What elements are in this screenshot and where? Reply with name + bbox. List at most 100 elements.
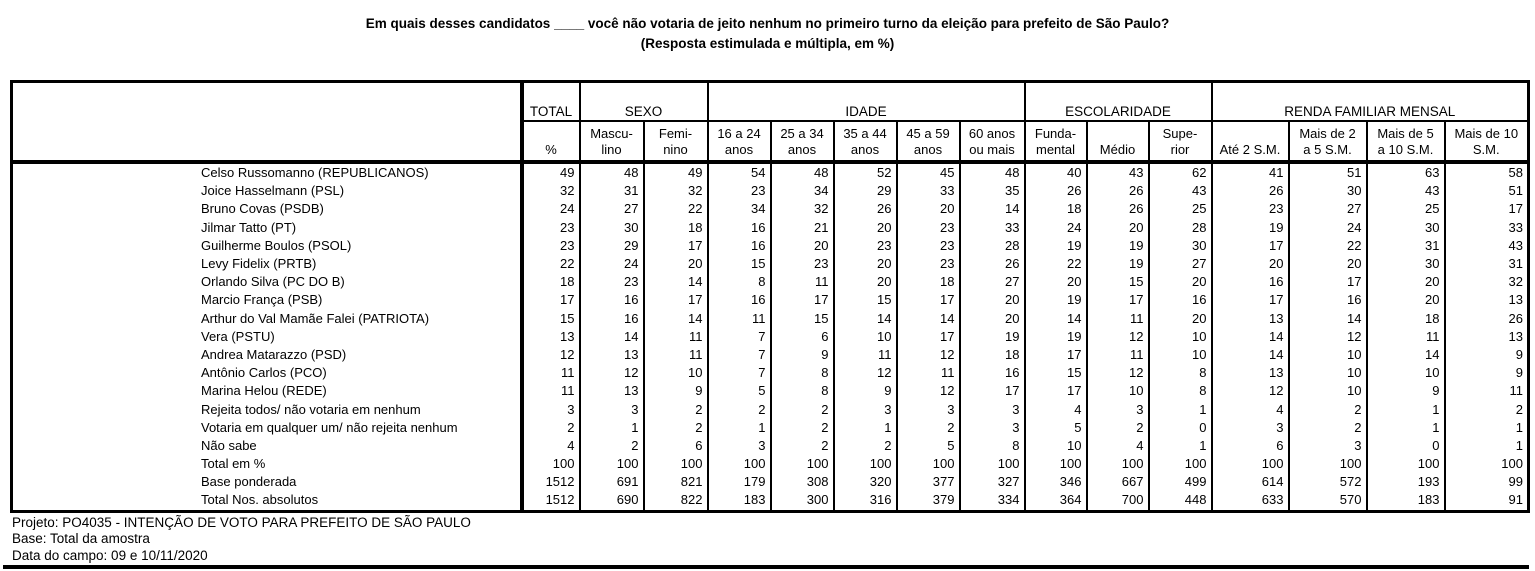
corner-cell [11, 81, 524, 164]
value-cell: 19 [958, 327, 1025, 346]
column-header: Femi- nino [642, 121, 708, 164]
column-header: Mais de 2 a 5 S.M. [1287, 121, 1367, 164]
value-cell: 3 [706, 436, 771, 455]
value-cell: 20 [895, 200, 960, 219]
column-header: 60 anos ou mais [958, 121, 1025, 164]
value-cell: 23 [769, 254, 834, 274]
row-label: Vera (PSTU) [11, 327, 524, 346]
value-cell: 34 [769, 182, 834, 201]
value-cell: 20 [832, 254, 897, 274]
value-cell: 32 [769, 200, 834, 219]
value-cell: 20 [1085, 218, 1149, 237]
table-row: Vera (PSTU) 13 14 11 7 6 10 17 19 19 12 10 14 12 11 13 [11, 327, 1529, 346]
value-cell: 49 [520, 162, 580, 183]
value-cell: 99 [1443, 473, 1529, 492]
table-row: Marcio França (PSB) 17 16 17 16 17 15 17 20 19 17 1… [11, 291, 1529, 310]
footer-date-line: Data do campo: 09 e 10/11/2020 [12, 547, 208, 563]
table-row: Bruno Covas (PSDB) 24 27 22 34 32 26 20 14 18 26 25… [11, 200, 1529, 219]
value-cell: 21 [769, 218, 834, 237]
row-label: Votaria em qualquer um/ não rejeita nenh… [11, 418, 524, 437]
value-cell: 10 [1287, 345, 1367, 365]
value-cell: 24 [578, 254, 644, 274]
value-cell: 23 [895, 236, 960, 255]
page-subtitle: (Resposta estimulada e múltipla, em %) [640, 36, 895, 51]
value-cell: 23 [706, 182, 771, 201]
value-cell: 11 [1085, 309, 1149, 328]
value-cell: 43 [1085, 162, 1149, 183]
value-cell: 15 [1085, 273, 1149, 292]
table-row: Não sabe 4 2 6 3 2 2 5 8 10 4 1 6 3 0 1 [11, 436, 1529, 455]
value-cell: 52 [832, 162, 897, 183]
value-cell: 20 [958, 291, 1025, 310]
value-cell: 11 [642, 345, 708, 365]
value-cell: 40 [1023, 162, 1087, 183]
value-cell: 17 [895, 327, 960, 346]
value-cell: 13 [578, 382, 644, 401]
value-cell: 20 [1365, 291, 1445, 310]
value-cell: 8 [958, 436, 1025, 455]
value-cell: 18 [1023, 200, 1087, 219]
value-cell: 179 [706, 473, 771, 492]
value-cell: 30 [1365, 218, 1445, 237]
value-cell: 12 [1085, 327, 1149, 346]
table-row: Joice Hasselmann (PSL) 32 31 32 23 34 29 33 35 26… [11, 182, 1529, 201]
value-cell: 7 [706, 345, 771, 365]
row-label: Marina Helou (REDE) [11, 382, 524, 401]
value-cell: 49 [642, 162, 708, 183]
value-cell: 18 [520, 273, 580, 292]
value-cell: 19 [1023, 327, 1087, 346]
value-cell: 30 [1287, 182, 1367, 201]
value-cell: 10 [1023, 436, 1087, 455]
value-cell: 23 [1210, 200, 1289, 219]
footer-base-line: Base: Total da amostra [12, 531, 150, 547]
value-cell: 23 [832, 236, 897, 255]
value-cell: 100 [1210, 455, 1289, 474]
value-cell: 43 [1365, 182, 1445, 201]
value-cell: 100 [642, 455, 708, 474]
value-cell: 32 [1443, 273, 1529, 292]
row-label: Guilherme Boulos (PSOL) [11, 236, 524, 255]
value-cell: 9 [642, 382, 708, 401]
value-cell: 3 [1085, 400, 1149, 419]
value-cell: 12 [1085, 364, 1149, 383]
table-row: Marina Helou (REDE) 11 13 9 5 8 9 12 17 17 10 8 12 10… [11, 382, 1529, 401]
value-cell: 3 [520, 400, 580, 419]
value-cell: 17 [1210, 291, 1289, 310]
value-cell: 17 [520, 291, 580, 310]
column-header: 25 a 34 anos [769, 121, 834, 164]
column-header-row: % Mascu- lino Femi- nino 16 a 24 anos 25 a 3… [12, 121, 1529, 164]
column-group-header: TOTAL [520, 81, 580, 122]
value-cell: 16 [706, 218, 771, 237]
value-cell: 30 [1147, 236, 1212, 255]
page-title: Em quais desses candidatos ____ você não… [365, 16, 1170, 31]
value-cell: 15 [520, 309, 580, 328]
value-cell: 821 [642, 473, 708, 492]
footer-project-line: Projeto: PO4035 - INTENÇÃO DE VOTO PARA … [12, 514, 471, 530]
value-cell: 448 [1147, 491, 1212, 512]
value-cell: 183 [706, 491, 771, 512]
value-cell: 54 [706, 162, 771, 183]
value-cell: 4 [1085, 436, 1149, 455]
value-cell: 100 [769, 455, 834, 474]
value-cell: 13 [1443, 291, 1529, 310]
value-cell: 24 [520, 200, 580, 219]
value-cell: 16 [706, 291, 771, 310]
value-cell: 100 [1443, 455, 1529, 474]
value-cell: 100 [1085, 455, 1149, 474]
value-cell: 8 [706, 273, 771, 292]
value-cell: 19 [1210, 218, 1289, 237]
value-cell: 3 [895, 400, 960, 419]
value-cell: 20 [769, 236, 834, 255]
value-cell: 4 [1210, 400, 1289, 419]
value-cell: 9 [1443, 345, 1529, 365]
value-cell: 35 [958, 182, 1025, 201]
value-cell: 26 [958, 254, 1025, 274]
value-cell: 2 [642, 418, 708, 437]
value-cell: 26 [832, 200, 897, 219]
value-cell: 6 [1210, 436, 1289, 455]
value-cell: 3 [578, 400, 644, 419]
value-cell: 22 [1287, 236, 1367, 255]
column-header: Funda- mental [1023, 121, 1087, 164]
column-header: Mais de 5 a 10 S.M. [1365, 121, 1445, 164]
value-cell: 26 [1023, 182, 1087, 201]
